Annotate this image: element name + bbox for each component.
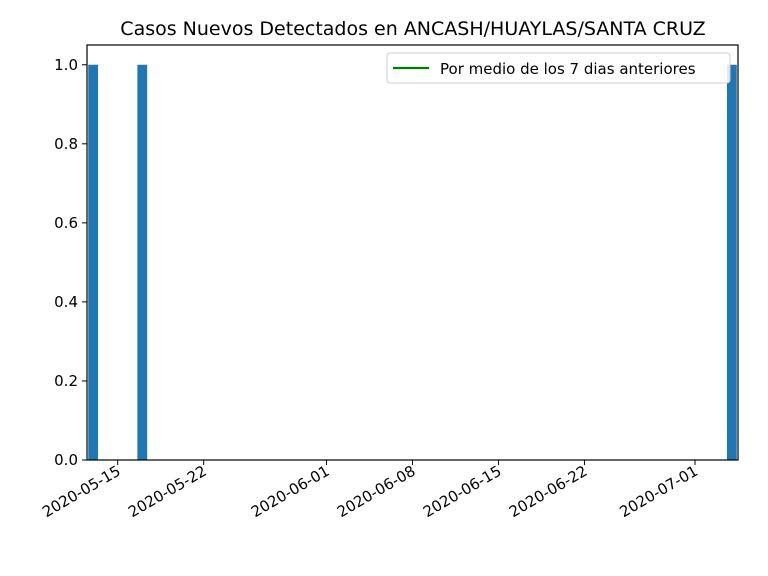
- chart-title: Casos Nuevos Detectados en ANCASH/HUAYLA…: [120, 18, 705, 40]
- bar-2: [726, 64, 737, 460]
- x-tick-label: 2020-06-08: [334, 462, 419, 521]
- x-tick-label: 2020-06-22: [506, 462, 591, 521]
- x-tick-label: 2020-05-15: [39, 462, 124, 521]
- bars-group: [88, 64, 737, 460]
- y-tick-label: 0.6: [54, 214, 78, 232]
- legend-box: [386, 52, 731, 84]
- x-tick-label: 2020-05-22: [125, 462, 210, 521]
- bar-1: [137, 64, 148, 460]
- x-axis: 2020-05-15 2020-05-22 2020-06-01 2020-06-08…: [39, 460, 701, 521]
- y-tick-label: 1.0: [54, 56, 78, 74]
- y-axis: 0.0 0.2 0.4 0.6 0.8 1.0: [54, 56, 87, 469]
- x-tick-label: 2020-06-15: [420, 462, 505, 521]
- bar-0: [88, 64, 99, 460]
- y-tick-label: 0.4: [54, 293, 78, 311]
- y-tick-label: 0.0: [54, 451, 78, 469]
- y-tick-label: 0.8: [54, 135, 78, 153]
- axes-frame: [86, 44, 739, 461]
- y-tick-label: 0.2: [54, 372, 78, 390]
- x-tick-label: 2020-06-01: [248, 462, 333, 521]
- x-tick-label: 2020-07-01: [617, 462, 702, 521]
- legend-label: Por medio de los 7 dias anteriores: [440, 60, 696, 78]
- legend: Por medio de los 7 dias anteriores: [386, 52, 731, 84]
